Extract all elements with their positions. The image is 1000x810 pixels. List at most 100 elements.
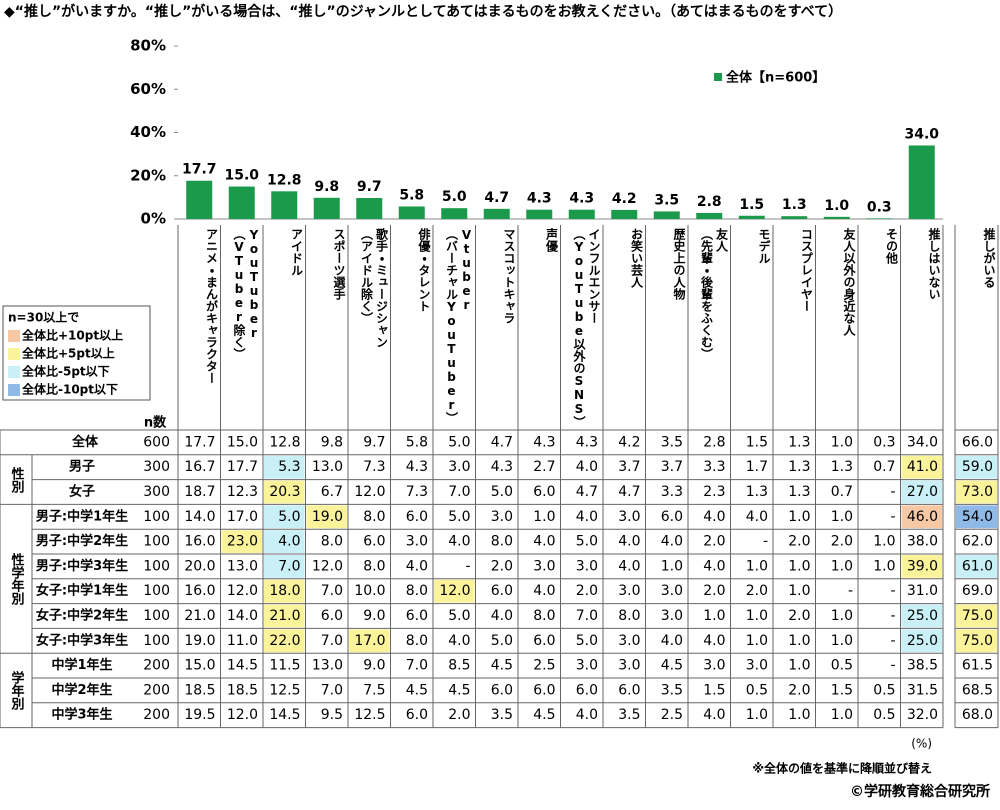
table-cell: 1.0 xyxy=(831,608,853,624)
table-cell: 8.0 xyxy=(618,608,640,624)
table-cell: 9.7 xyxy=(363,434,385,450)
cell-highlight xyxy=(434,579,475,603)
bar xyxy=(823,216,850,219)
table-cell: - xyxy=(890,583,895,599)
legend-label: 全体比-5pt以下 xyxy=(22,364,110,379)
cell-highlight xyxy=(956,455,997,479)
n-cell: 100 xyxy=(143,583,170,599)
table-cell: 4.3 xyxy=(533,434,555,450)
table-cell: 4.5 xyxy=(491,658,513,674)
table-cell: 23.0 xyxy=(227,534,258,550)
table-cell: 38.0 xyxy=(907,534,938,550)
table-cell: 6.0 xyxy=(576,682,598,698)
cell-highlight xyxy=(901,480,942,504)
table-cell: - xyxy=(465,558,470,574)
table-cell: 1.5 xyxy=(703,682,725,698)
table-cell: 12.0 xyxy=(354,484,385,500)
table-cell: 2.0 xyxy=(788,682,810,698)
row-label: 男子:中学3年生 xyxy=(36,558,128,574)
unit: (%) xyxy=(911,737,932,751)
bar xyxy=(526,209,553,219)
table-cell: 7.3 xyxy=(406,484,428,500)
table-cell: 7.0 xyxy=(278,558,300,574)
table-cell: 5.0 xyxy=(491,633,513,649)
table-cell: 38.5 xyxy=(907,658,938,674)
table-cell: 19.0 xyxy=(312,509,343,525)
column-header: 推しがいる xyxy=(982,228,996,288)
table-cell: 62.0 xyxy=(962,534,993,550)
legend-label: 全体【n=600】 xyxy=(726,70,825,86)
n-cell: 100 xyxy=(143,534,170,550)
cell-highlight xyxy=(956,480,997,504)
cell-highlight xyxy=(956,604,997,628)
n-cell: 100 xyxy=(143,558,170,574)
table-cell: 4.0 xyxy=(703,707,725,723)
table-cell: 3.0 xyxy=(661,608,683,624)
table-cell: 4.0 xyxy=(661,633,683,649)
table-cell: 1.3 xyxy=(788,459,810,475)
table-cell: 0.5 xyxy=(873,707,895,723)
table-cell: 13.0 xyxy=(312,459,343,475)
table-cell: 18.5 xyxy=(227,682,258,698)
y-tick-label: 40% xyxy=(130,123,166,141)
table-cell: 68.5 xyxy=(962,682,993,698)
table-cell: 3.0 xyxy=(618,583,640,599)
x-tick-label: スポーツ選手 xyxy=(332,228,346,300)
y-tick-label: 0% xyxy=(141,210,166,228)
table-cell: 6.0 xyxy=(618,682,640,698)
table-cell: 2.7 xyxy=(533,459,555,475)
table-cell: - xyxy=(890,658,895,674)
table-cell: 1.3 xyxy=(788,434,810,450)
table-cell: 3.0 xyxy=(406,534,428,550)
table-cell: 1.0 xyxy=(746,608,768,624)
x-tick-label: 歌手・ミュージシャン （アイドル除く） xyxy=(359,228,389,348)
table-cell: 12.0 xyxy=(227,707,258,723)
table-cell: 1.3 xyxy=(746,484,768,500)
legend-label: 全体比+5pt以上 xyxy=(22,346,115,361)
bar xyxy=(738,215,765,219)
table-cell: 1.0 xyxy=(788,633,810,649)
table-cell: 11.0 xyxy=(227,633,258,649)
table-cell: - xyxy=(848,583,853,599)
legend-swatch xyxy=(714,73,722,81)
table-cell: 2.8 xyxy=(703,434,725,450)
table-cell: 15.0 xyxy=(227,434,258,450)
table-cell: 7.0 xyxy=(321,682,343,698)
bar xyxy=(228,186,255,219)
value-label: 5.8 xyxy=(399,187,424,203)
table-cell: 6.0 xyxy=(406,707,428,723)
value-label: 1.0 xyxy=(824,198,849,214)
table-cell: 6.0 xyxy=(533,484,555,500)
cell-highlight xyxy=(264,480,305,504)
x-tick-label: インフルエンサー （YouTube以外のSNS） xyxy=(572,228,601,428)
cell-highlight xyxy=(264,555,305,578)
table-cell: 9.5 xyxy=(321,707,343,723)
table-cell: 12.5 xyxy=(269,682,300,698)
table-cell: 4.5 xyxy=(661,658,683,674)
table-cell: 17.7 xyxy=(184,434,215,450)
table-cell: 8.0 xyxy=(321,534,343,550)
table-cell: 75.0 xyxy=(962,633,993,649)
x-tick-label: アニメ・まんがキャラクター xyxy=(204,228,219,384)
table-cell: 4.0 xyxy=(448,534,470,550)
n-cell: 300 xyxy=(143,484,170,500)
table-cell: 7.0 xyxy=(321,633,343,649)
table-cell: 6.0 xyxy=(406,509,428,525)
table-cell: 11.5 xyxy=(269,658,300,674)
cell-highlight xyxy=(349,629,390,653)
cell-highlight xyxy=(901,455,942,479)
x-tick-label: 俳優・タレント xyxy=(417,228,431,312)
bar xyxy=(611,209,638,219)
table-cell: 12.8 xyxy=(269,434,300,450)
value-label: 34.0 xyxy=(904,126,939,142)
table-cell: 8.0 xyxy=(533,608,555,624)
legend-box xyxy=(2,305,151,401)
table-cell: 3.7 xyxy=(618,459,640,475)
table-cell: 1.0 xyxy=(746,558,768,574)
table-cell: 2.0 xyxy=(831,534,853,550)
n-cell: 200 xyxy=(143,682,170,698)
table-cell: 5.0 xyxy=(448,434,470,450)
table-cell: 1.0 xyxy=(661,558,683,574)
legend-title: n=30以上で xyxy=(8,310,79,325)
